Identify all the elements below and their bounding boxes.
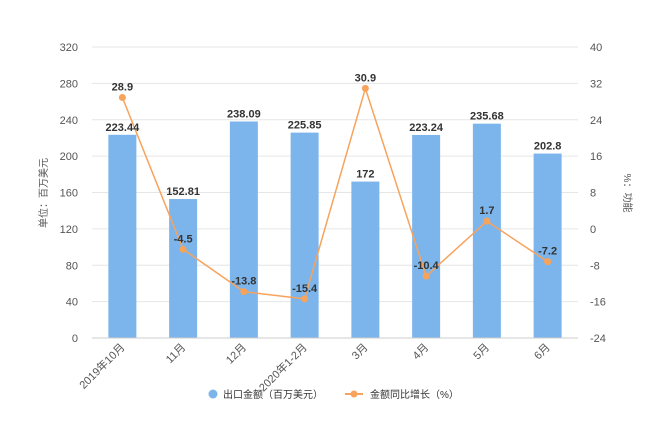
y-tick-label: 40 [66,297,78,309]
y2-tick-label: -8 [590,260,600,272]
legend[interactable]: 出口金额（百万美元） 金额同比增长（%） [208,388,459,401]
line-data-label: 1.7 [479,205,494,217]
bar-data-label: 223.44 [106,122,141,134]
line-point [483,217,491,225]
legend-bar-label: 出口金额（百万美元） [223,388,323,401]
line-data-label: -15.4 [292,283,318,295]
line-point [118,93,126,101]
bar-data-label: 202.8 [534,141,562,153]
bar [169,199,198,338]
bar-data-label: 225.85 [288,120,322,132]
line-point [544,258,552,266]
line-data-label: 28.9 [112,81,133,93]
axes: 0 40 80 120 160 200 240 280 320 -24 -16 -8 0 8 16 24 32 4… [60,42,606,394]
legend-line-marker [350,390,358,398]
line-data-label: -7.2 [538,246,557,258]
y2-tick-label: 32 [590,78,602,90]
y2-tick-label: 8 [590,188,596,200]
line-point [179,245,187,253]
x-tick-label: 2020年1-2月 [256,340,310,394]
y2-tick-label: -24 [590,333,606,345]
legend-bar-marker [208,389,218,399]
x-tick-label: 5月 [471,342,492,363]
y2-tick-label: -16 [590,297,606,309]
legend-item-bar[interactable]: 出口金额（百万美元） [208,388,324,401]
bar [290,132,319,338]
x-tick-label: 4月 [411,342,432,363]
bar-data-label: 172 [356,169,374,181]
y-tick-label: 280 [60,78,78,90]
line-series [118,84,552,303]
bar-data-label: 223.24 [409,122,444,134]
bar [108,134,137,338]
bar-data-label: 152.81 [166,186,200,198]
y-tick-label: 200 [60,151,78,163]
bar-data-label: 235.68 [470,111,504,123]
y-axis-title: 单位：百万美元 [37,158,50,228]
bar [229,121,258,338]
line-data-label: -4.5 [174,233,193,245]
y2-tick-label: 24 [590,115,602,127]
y-tick-label: 120 [60,224,78,236]
bar [351,181,380,338]
line-point [240,288,248,296]
x-tick-label: 12月 [224,342,249,367]
line-data-label: -10.4 [414,260,440,272]
y2-axis-title: %：功能 [621,174,634,213]
growth-line [121,85,549,300]
bar [472,123,501,338]
y2-tick-label: 40 [590,42,602,54]
y2-tick-label: 0 [590,224,596,236]
line-point [361,84,369,92]
y-tick-label: 240 [60,115,78,127]
y-tick-label: 0 [72,333,78,345]
y-tick-label: 80 [66,260,78,272]
x-tick-label: 6月 [532,342,553,363]
data-labels: 223.44 152.81 238.09 225.85 172 223.24 235.68 2… [106,72,562,295]
line-point [422,272,430,280]
bar-data-label: 238.09 [227,108,261,120]
x-tick-label: 11月 [164,342,188,366]
line-data-label: 30.9 [355,72,376,84]
bar [412,134,441,338]
line-point [301,295,309,303]
bar [533,153,562,338]
bar-series [108,121,562,338]
x-tick-label: 3月 [350,342,371,363]
legend-line-label: 金额同比增长（%） [370,388,459,401]
y-tick-label: 320 [60,42,78,54]
y2-tick-label: 16 [590,151,602,163]
x-tick-label: 2019年10月 [76,340,127,391]
legend-item-line[interactable]: 金额同比增长（%） [345,388,459,401]
line-data-label: -13.8 [231,276,256,288]
y-tick-label: 160 [60,188,78,200]
